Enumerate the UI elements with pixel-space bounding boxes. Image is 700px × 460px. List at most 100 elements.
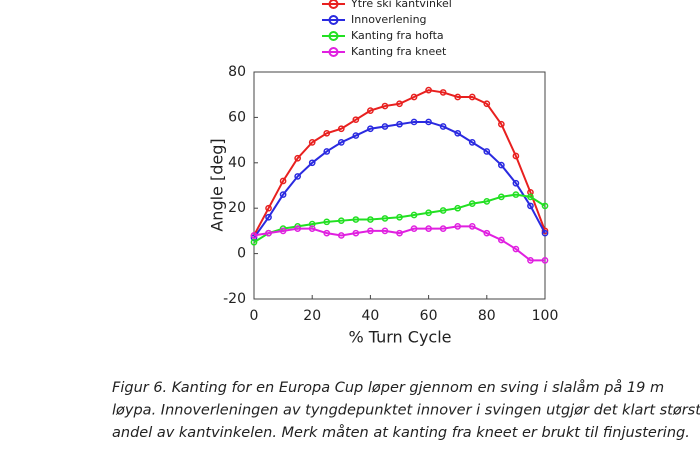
x-tick-label: 20 <box>303 308 321 324</box>
point <box>396 100 403 108</box>
legend-label: Innoverlening <box>351 13 427 26</box>
point <box>352 229 360 237</box>
point <box>337 217 345 225</box>
point <box>498 193 505 201</box>
point <box>512 245 520 253</box>
point <box>250 238 258 246</box>
point <box>323 148 331 155</box>
point <box>294 154 301 162</box>
point <box>279 177 287 185</box>
series-line <box>253 225 545 262</box>
point <box>527 202 534 210</box>
point <box>483 198 491 205</box>
point <box>425 86 432 94</box>
point <box>337 232 345 239</box>
point <box>265 213 272 221</box>
x-tick-label: 40 <box>361 308 379 324</box>
point <box>498 236 505 244</box>
y-tick-label: 20 <box>228 200 246 216</box>
point <box>352 132 360 139</box>
point <box>527 193 534 201</box>
point <box>396 213 403 221</box>
point <box>498 161 505 169</box>
point <box>468 139 476 146</box>
y-tick-label: -20 <box>223 291 246 307</box>
point <box>396 229 403 237</box>
point <box>541 227 549 235</box>
point <box>468 223 476 230</box>
point <box>468 93 476 101</box>
point <box>410 93 418 101</box>
legend-label: Ytre ski kantvinkel <box>350 0 452 10</box>
point <box>367 227 374 235</box>
point <box>541 229 549 237</box>
point <box>323 218 331 226</box>
point <box>512 152 520 160</box>
point <box>250 232 258 239</box>
x-axis-label: % Turn Cycle <box>348 328 451 347</box>
point <box>454 204 462 212</box>
point <box>337 139 345 146</box>
legend-marker <box>328 0 339 9</box>
y-tick-label: 80 <box>228 64 246 80</box>
point <box>294 225 301 232</box>
point <box>527 257 534 264</box>
point <box>308 225 316 232</box>
point <box>352 116 360 124</box>
point <box>352 216 360 223</box>
point <box>294 173 301 180</box>
y-tick-label: 40 <box>228 155 246 171</box>
point <box>512 179 520 187</box>
legend-marker <box>328 31 339 41</box>
point <box>483 100 491 108</box>
point <box>337 125 345 133</box>
point <box>367 107 374 114</box>
point <box>483 229 491 237</box>
legend-marker <box>328 15 339 25</box>
point <box>498 120 505 128</box>
point <box>425 225 432 232</box>
point <box>381 227 389 235</box>
point <box>381 102 389 110</box>
point <box>425 209 432 217</box>
plot-frame <box>253 71 546 300</box>
y-tick-label: 60 <box>228 109 246 125</box>
point <box>396 120 403 128</box>
point <box>454 93 462 101</box>
series-line <box>253 193 546 244</box>
point <box>323 129 331 137</box>
point <box>367 216 374 223</box>
point <box>265 204 272 212</box>
point <box>439 207 447 214</box>
point <box>512 191 520 198</box>
point <box>541 202 549 210</box>
point <box>468 200 476 208</box>
point <box>279 191 287 198</box>
legend-label: Kanting fra hofta <box>351 29 444 42</box>
legend-label: Kanting fra kneet <box>351 45 447 58</box>
x-tick-label: 60 <box>420 308 438 324</box>
point <box>265 229 272 237</box>
series-line <box>253 89 546 236</box>
x-tick-label: 80 <box>478 308 496 324</box>
series-line <box>253 120 546 239</box>
point <box>439 123 447 130</box>
point <box>381 215 389 222</box>
caption-line: løypa. Innoverleningen av tyngdepunktet … <box>112 403 700 419</box>
legend-marker <box>328 47 339 57</box>
point <box>279 227 287 235</box>
point <box>308 139 316 146</box>
point <box>381 123 389 130</box>
point <box>410 118 418 126</box>
x-tick-label: 100 <box>532 308 559 324</box>
point <box>439 225 447 232</box>
point <box>410 211 418 219</box>
point <box>439 89 447 96</box>
point <box>367 125 374 133</box>
point <box>323 229 331 237</box>
point <box>425 118 432 126</box>
point <box>454 223 462 230</box>
y-axis-label: Angle [deg] <box>208 138 227 231</box>
point <box>308 159 316 167</box>
x-tick-label: 0 <box>250 308 259 324</box>
